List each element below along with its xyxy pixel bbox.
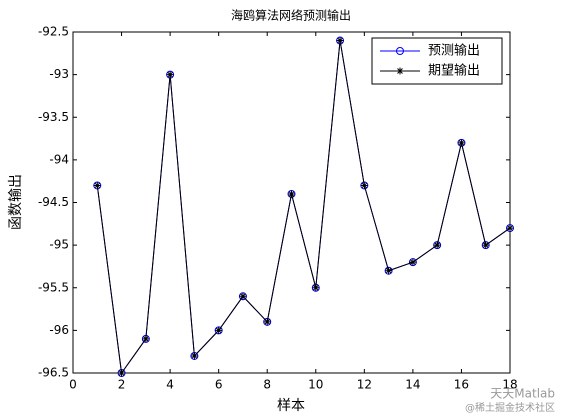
x-tick-label: 2	[118, 378, 126, 392]
y-tick-label: -94.5	[38, 195, 69, 209]
marker	[142, 335, 150, 343]
marker	[118, 369, 126, 377]
x-axis-label: 样本	[277, 398, 305, 414]
marker	[239, 292, 247, 300]
y-tick-label: -95.5	[38, 280, 69, 294]
marker	[312, 284, 320, 292]
marker	[190, 352, 198, 360]
y-tick-label: -93.5	[38, 110, 69, 124]
x-tick-label: 8	[263, 378, 271, 392]
x-tick-label: 4	[166, 378, 174, 392]
legend-box	[371, 37, 503, 85]
marker	[336, 37, 344, 45]
watermark: @稀土掘金技术社区	[465, 401, 555, 414]
marker	[215, 326, 223, 334]
x-tick-label: 10	[308, 378, 323, 392]
marker	[385, 267, 393, 275]
y-tick-label: -96.5	[38, 366, 69, 380]
marker	[482, 241, 490, 249]
y-tick-label: -94	[49, 152, 69, 166]
y-tick-label: -92.5	[38, 25, 69, 39]
marker	[433, 241, 441, 249]
marker	[360, 181, 368, 189]
x-tick-label: 18	[502, 378, 517, 392]
y-axis-label: 函数输出	[8, 174, 24, 230]
marker	[288, 190, 295, 198]
x-tick-label: 16	[454, 378, 469, 392]
marker	[263, 318, 271, 326]
y-tick-label: -93	[49, 67, 69, 81]
legend-label: 期望输出	[428, 63, 480, 79]
x-tick-label: 0	[69, 378, 77, 392]
legend-marker	[396, 47, 404, 55]
marker	[506, 224, 514, 232]
y-tick-label: -95	[49, 238, 69, 252]
marker	[457, 139, 465, 147]
marker	[93, 181, 101, 189]
legend-marker	[396, 67, 404, 75]
series-line	[96, 40, 511, 375]
legend-label: 预测输出	[428, 43, 480, 59]
x-tick-label: 14	[405, 378, 420, 392]
chart-title: 海鸥算法网络预测输出	[231, 8, 351, 23]
plot-area	[72, 31, 511, 374]
x-tick-label: 12	[357, 378, 372, 392]
y-tick-label: -96	[49, 323, 69, 337]
x-tick-label: 6	[215, 378, 223, 392]
marker	[409, 258, 417, 266]
watermark: 天天Matlab	[490, 387, 555, 401]
marker	[166, 71, 174, 79]
